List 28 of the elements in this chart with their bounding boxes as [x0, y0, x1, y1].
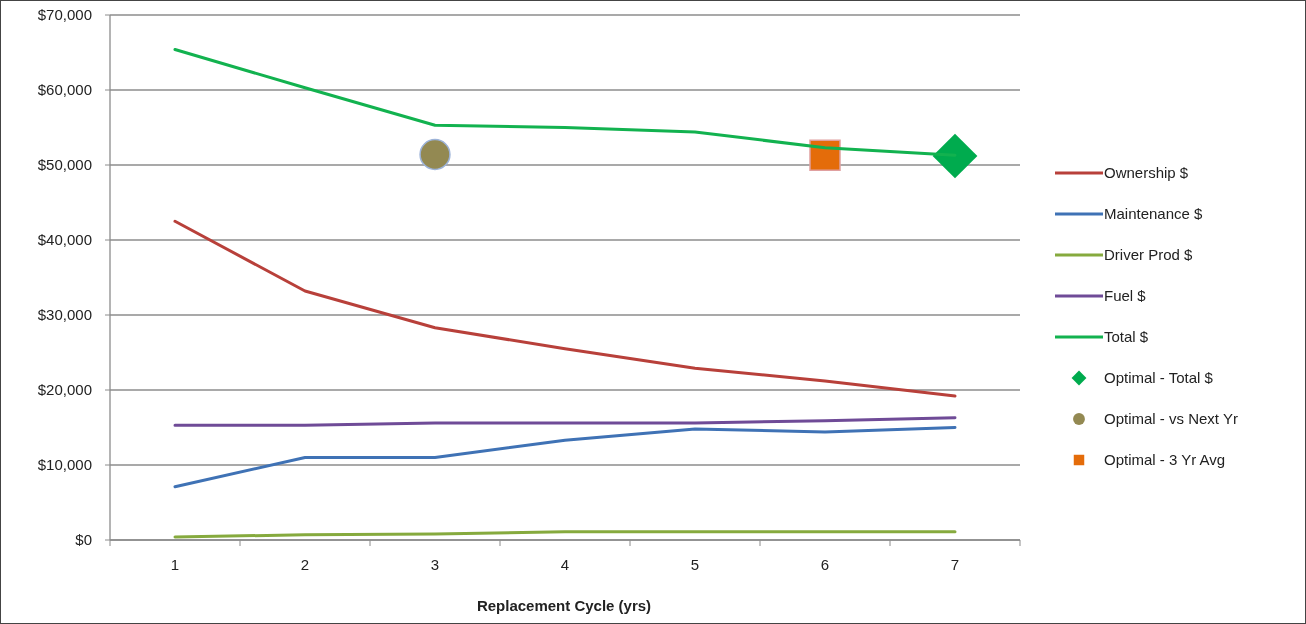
y-tick-label: $70,000 — [37, 6, 92, 24]
x-tick-label: 7 — [950, 556, 960, 573]
legend-label: Driver Prod $ — [1104, 246, 1194, 264]
x-tick-label: 3 — [430, 556, 440, 573]
line-series — [173, 426, 957, 489]
y-tick-label: $40,000 — [37, 231, 92, 249]
x-tick-label: 2 — [300, 556, 310, 573]
legend-label: Ownership $ — [1104, 164, 1189, 182]
legend-label: Maintenance $ — [1104, 205, 1204, 223]
y-tick-label: $60,000 — [37, 81, 92, 99]
legend-label: Total $ — [1104, 328, 1149, 346]
y-tick-label: $0 — [75, 531, 92, 549]
x-tick-label: 5 — [690, 556, 700, 573]
y-tick-label: $10,000 — [37, 456, 92, 474]
line-series — [173, 48, 957, 157]
legend-label: Optimal - vs Next Yr — [1104, 410, 1238, 428]
legend-label: Optimal - Total $ — [1104, 369, 1214, 387]
x-tick-label: 6 — [820, 556, 830, 573]
line-series — [173, 416, 957, 427]
x-tick-label: 4 — [560, 556, 570, 573]
legend-label: Optimal - 3 Yr Avg — [1104, 451, 1226, 469]
y-tick-label: $20,000 — [37, 381, 92, 399]
line-series — [173, 219, 957, 398]
legend-label: Fuel $ — [1104, 287, 1147, 305]
x-axis-title: Replacement Cycle (yrs) — [476, 597, 652, 614]
y-tick-label: $30,000 — [37, 306, 92, 324]
x-tick-label: 1 — [170, 556, 180, 573]
y-tick-label: $50,000 — [37, 156, 92, 174]
